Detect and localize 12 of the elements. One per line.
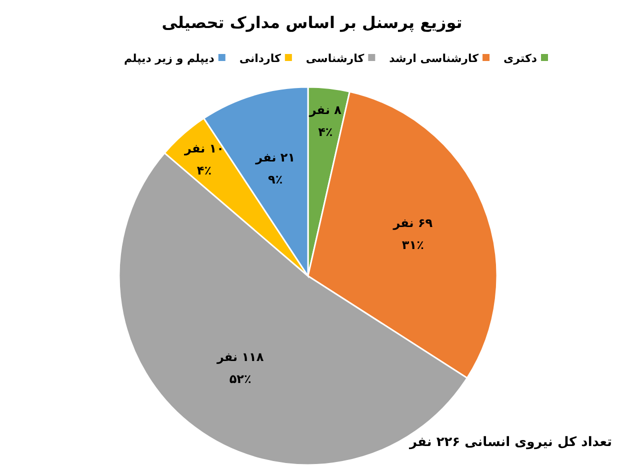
chart-title: توزیع پرسنل بر اساس مدارک تحصیلی xyxy=(162,13,462,32)
data-label: ۶۹ نفر ۳۱٪ xyxy=(392,216,434,252)
data-label: ۸ نفر ۴٪ xyxy=(308,103,342,140)
data-label: ۲۱ نفر ۹٪ xyxy=(254,150,296,186)
legend-label: دیپلم و زیر دیپلم xyxy=(124,52,215,65)
legend-label: کاردانی xyxy=(239,52,282,65)
legend-label: کارشناسی xyxy=(306,52,365,65)
legend-label: کارشناسی ارشد xyxy=(389,52,480,65)
data-label: ۱۰ نفر ۴٪ xyxy=(184,141,224,178)
text: تعداد کل نیروی انسانی ۲۲۶ نفر xyxy=(408,435,612,450)
legend-label: دکتری xyxy=(504,52,538,65)
data-label: ۱۱۸ نفر ۵۲٪ xyxy=(216,350,264,386)
